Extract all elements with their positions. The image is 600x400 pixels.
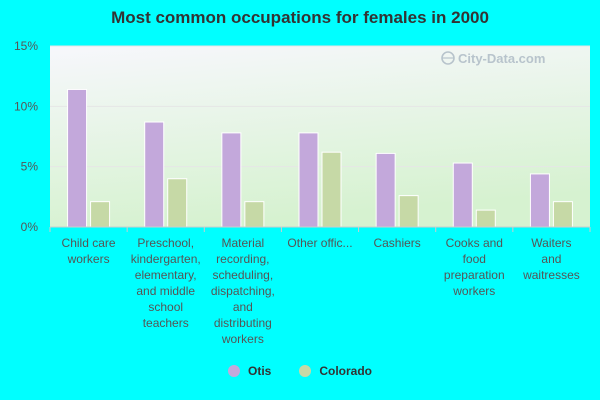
bar-colorado-6[interactable] <box>552 201 573 228</box>
bar-colorado-3[interactable] <box>321 151 342 228</box>
bar-otis-4[interactable] <box>375 152 396 228</box>
legend-swatch-otis <box>227 365 240 377</box>
x-tick-label-1: Preschool, kindergarten, elementary, and mi… <box>131 236 201 330</box>
legend-item-colorado[interactable]: Colorado <box>299 364 372 378</box>
legend-label-otis: Otis <box>247 364 272 378</box>
legend-item-otis[interactable]: Otis <box>227 364 272 378</box>
legend-swatch-colorado <box>299 365 312 377</box>
svg-text:City-Data.com: City-Data.com <box>458 51 545 66</box>
bar-otis-6[interactable] <box>529 173 550 228</box>
bar-otis-3[interactable] <box>298 132 319 228</box>
x-tick-label-0: Child care workers <box>62 236 116 266</box>
bar-colorado-0[interactable] <box>90 201 111 228</box>
chart-legend: Otis Colorado <box>0 364 600 378</box>
x-tick-label-2: Material recording, scheduling, dispatching… <box>211 236 275 346</box>
legend-label-colorado: Colorado <box>319 364 372 378</box>
bar-colorado-1[interactable] <box>167 178 188 228</box>
chart-title: Most common occupations for females in 2… <box>111 8 489 27</box>
bar-otis-1[interactable] <box>144 121 165 228</box>
plot-area <box>50 46 590 227</box>
y-tick-label: 0% <box>21 220 39 234</box>
bar-otis-2[interactable] <box>221 132 242 228</box>
y-tick-label: 15% <box>14 39 38 53</box>
bar-colorado-5[interactable] <box>475 209 496 228</box>
y-tick-label: 5% <box>21 160 39 174</box>
bar-otis-5[interactable] <box>452 162 473 228</box>
x-tick-label-5: Cooks and food preparation workers <box>444 236 505 298</box>
y-tick-label: 10% <box>14 99 38 113</box>
bar-colorado-2[interactable] <box>244 201 265 228</box>
bar-colorado-4[interactable] <box>398 195 419 228</box>
x-tick-label-3: Other offic... <box>287 236 352 250</box>
x-tick-label-6: Waiters and waitresses <box>522 236 580 282</box>
watermark: City-Data.com <box>441 51 545 66</box>
bar-otis-0[interactable] <box>67 88 88 228</box>
x-tick-label-4: Cashiers <box>373 236 420 250</box>
